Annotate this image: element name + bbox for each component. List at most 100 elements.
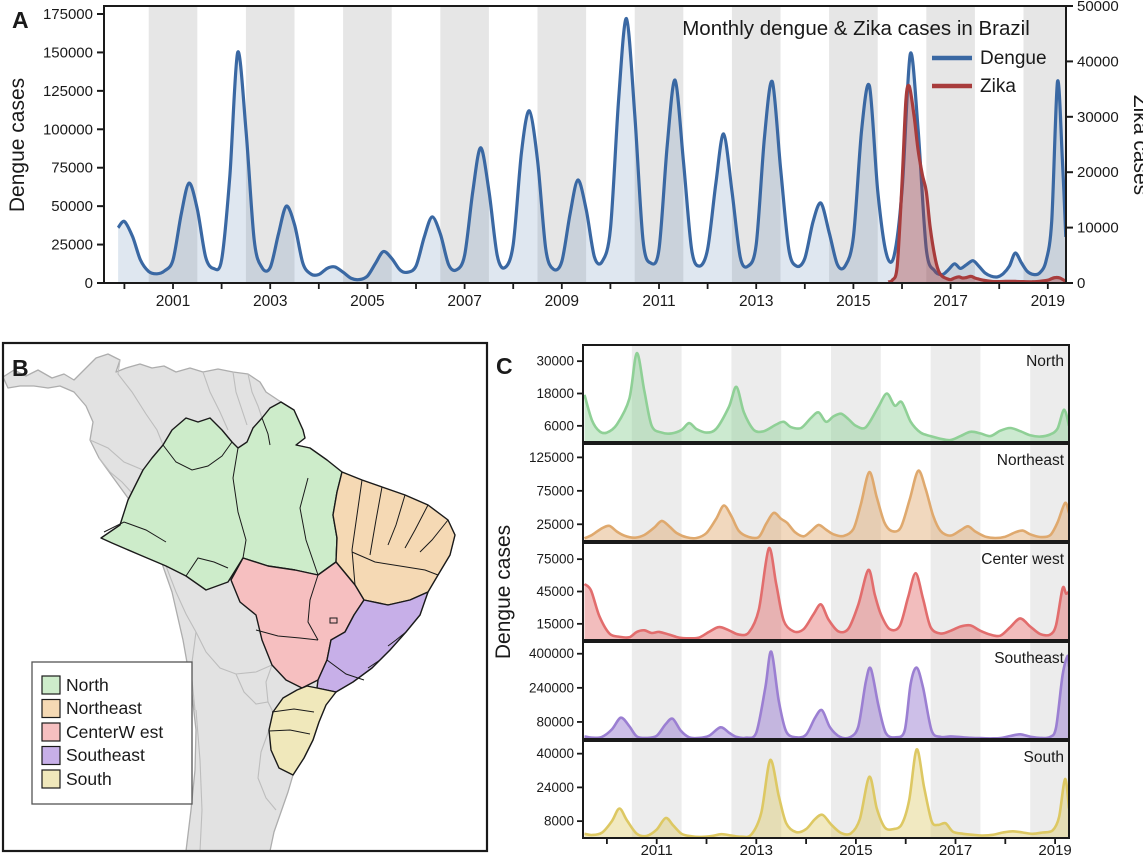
state-border: [326, 659, 365, 681]
left-tick-label: 75000: [51, 160, 93, 177]
x-tick-label: 2003: [253, 293, 287, 310]
legend-dengue-label: Dengue: [980, 48, 1047, 69]
left-tick-label: 25000: [51, 237, 93, 254]
country-border: [232, 371, 248, 426]
state-border: [271, 708, 315, 713]
left-tick-label: 125000: [43, 83, 93, 100]
subplot-label-centerwest: Center west: [981, 551, 1064, 568]
subplot-label-southeast: Southeast: [994, 650, 1064, 667]
country-border: [89, 439, 144, 471]
map-legend-label-centerwest: CenterW est: [66, 722, 163, 742]
right-tick-label: 30000: [1077, 109, 1119, 126]
north-area: [584, 353, 1069, 442]
country-border: [257, 729, 277, 811]
map-legend-swatch: [41, 722, 61, 742]
x-tick-label: 2013: [739, 293, 773, 310]
country-border: [165, 565, 197, 633]
y-tick-label: 80000: [536, 714, 574, 729]
panel-b-frame: [1, 341, 489, 853]
north-curve: [583, 351, 1069, 442]
state-border: [255, 629, 319, 641]
series-group: [583, 469, 1069, 541]
center-west-curve: [583, 547, 1069, 640]
y-tick-label: 8000: [544, 814, 574, 829]
panel-a-letter: A: [12, 7, 29, 33]
country-border: [265, 664, 273, 703]
series-group: [584, 748, 1069, 838]
y-tick-label: 24000: [536, 780, 574, 795]
map-legend-swatch: [41, 745, 61, 766]
left-tick-label: 150000: [43, 44, 93, 61]
right-tick-label: 10000: [1077, 220, 1119, 237]
state-border: [307, 574, 319, 641]
x-tick-label: 2011: [641, 842, 673, 856]
panel-a-title: Monthly dengue & Zika cases in Brazil: [682, 17, 1030, 40]
panel-b-letter: B: [12, 355, 29, 381]
subplot-frame: [582, 740, 1070, 839]
map-legend-label-south: South: [66, 769, 112, 789]
x-tick-label: 2017: [933, 293, 967, 310]
northeast-area: [584, 470, 1069, 541]
state-border: [261, 417, 271, 446]
state-border: [387, 494, 406, 546]
x-tick-label: 2019: [1031, 293, 1065, 310]
subplot-label-northeast: Northeast: [997, 452, 1065, 469]
map-legend-label-north: North: [66, 675, 109, 695]
x-tick-label: 2015: [839, 842, 872, 856]
year-band: [930, 543, 981, 640]
left-tick-label: 50000: [51, 198, 93, 215]
plot-frame: [103, 5, 1067, 284]
year-band: [343, 6, 392, 283]
left-tick-label: 175000: [43, 6, 93, 23]
x-tick-label: 2013: [740, 842, 773, 856]
year-band: [930, 741, 981, 838]
subplot-frame: [582, 641, 1070, 740]
series-group: [583, 351, 1069, 442]
year-band: [631, 543, 682, 640]
state-border: [103, 521, 167, 543]
zika-curve: [887, 83, 1066, 283]
state-border: [268, 729, 311, 735]
year-band: [631, 741, 682, 838]
panel-c-small-multiples: 6000 18000 30000 25000 75000 125000 15000 45000…: [492, 344, 1072, 856]
y-tick-label: 6000: [544, 418, 574, 433]
x-tick-label: 2007: [447, 293, 481, 310]
x-tick-label: 2017: [939, 842, 972, 856]
x-tick-label: 2019: [1038, 842, 1071, 856]
country-border: [98, 457, 133, 494]
y-tick-label: 45000: [536, 584, 574, 599]
y-tick-label: 400000: [529, 646, 574, 661]
legend-zika-label: Zika: [980, 76, 1016, 97]
right-tick-label: 20000: [1077, 164, 1119, 181]
panel-c-ylabel: Dengue cases: [492, 525, 515, 659]
year-band: [1023, 6, 1066, 283]
right-tick-label: 0: [1077, 275, 1085, 292]
y-tick-label: 30000: [536, 354, 574, 369]
left-tick-label: 0: [85, 275, 93, 292]
country-border: [202, 371, 229, 431]
year-band: [831, 543, 881, 640]
northeast-curve: [583, 469, 1069, 540]
year-band: [926, 6, 975, 283]
center-west-area: [584, 548, 1069, 640]
map-legend-swatch: [41, 698, 61, 719]
state-border: [404, 504, 429, 549]
subplot-frame: [582, 443, 1070, 542]
state-border: [329, 617, 338, 624]
y-tick-label: 240000: [529, 680, 574, 695]
south-curve: [584, 748, 1069, 838]
year-band: [1030, 345, 1069, 442]
x-tick-label: 2001: [156, 293, 190, 310]
state-border: [185, 557, 229, 577]
y-tick-label: 15000: [536, 616, 574, 631]
year-band: [731, 741, 782, 838]
state-border: [367, 649, 391, 669]
country-border: [247, 373, 263, 419]
map-region-southeast: [316, 591, 429, 693]
y-tick-label: 125000: [529, 450, 574, 465]
year-band: [440, 6, 489, 283]
state-border: [232, 447, 247, 559]
x-tick-label: 2009: [545, 293, 579, 310]
country-border: [117, 359, 164, 446]
panel-b-map: B North Northeast CenterW est Southeast …: [1, 341, 489, 853]
